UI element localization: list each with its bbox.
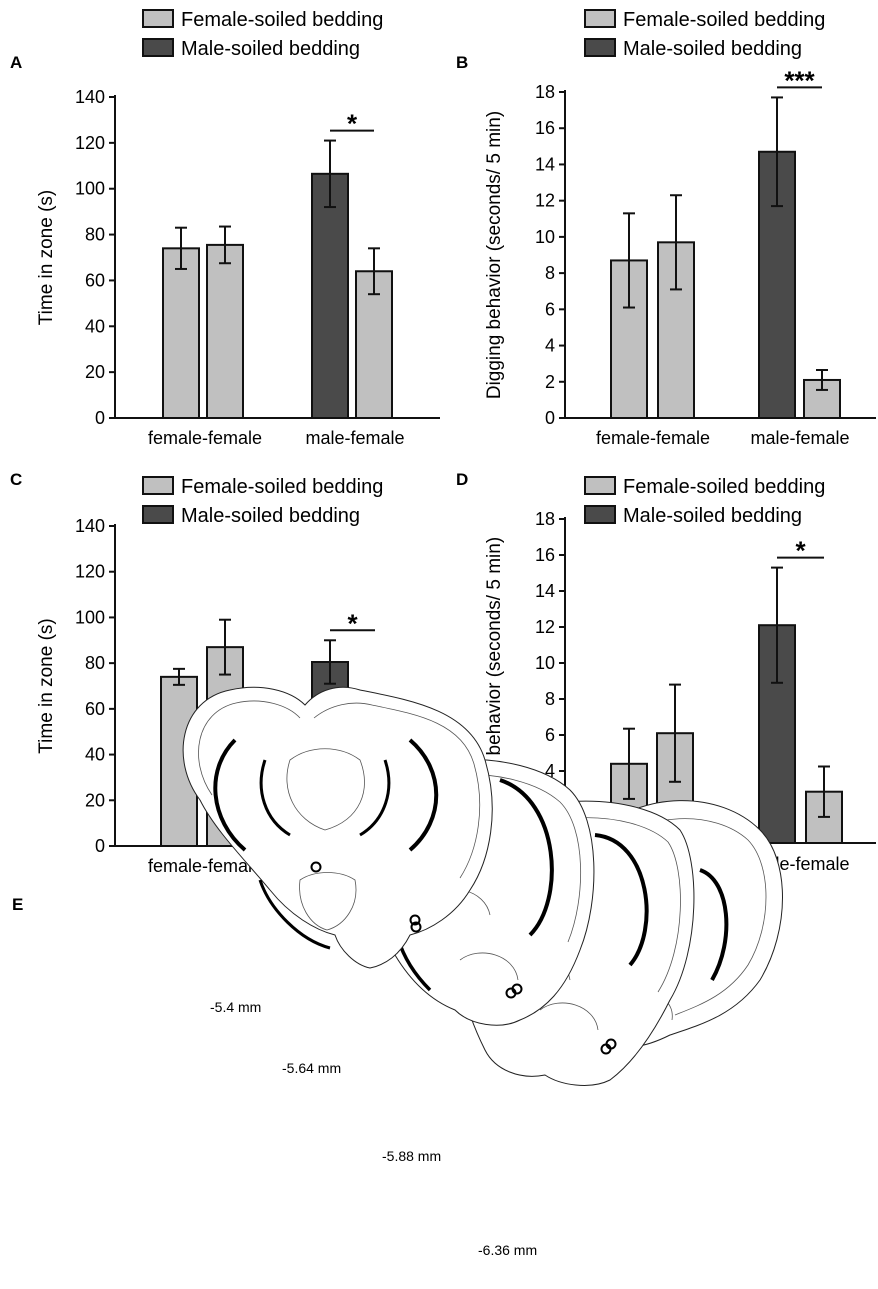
legend-label: Female-soiled bedding	[181, 9, 383, 31]
y-tick-label: 0	[95, 836, 105, 856]
bar	[610, 259, 648, 419]
x-category-label: female-female	[596, 428, 710, 448]
legend-swatch	[584, 38, 616, 57]
significance-marker: *	[347, 109, 358, 139]
y-tick-label: 12	[535, 191, 555, 211]
legend-label: Female-soiled bedding	[181, 476, 383, 498]
panel-letter-a: A	[10, 53, 22, 72]
y-tick-label: 18	[535, 509, 555, 529]
y-tick-label: 8	[545, 263, 555, 283]
y-axis-label: Digging behavior (seconds/ 5 min)	[484, 537, 505, 825]
significance-marker: ***	[784, 65, 815, 95]
y-axis-label: Digging behavior (seconds/ 5 min)	[484, 111, 505, 399]
legend-swatch	[142, 9, 174, 28]
y-tick-label: 10	[535, 653, 555, 673]
x-category-label: male-female	[305, 428, 404, 448]
y-tick-label: 120	[75, 562, 105, 582]
section-label-2: -5.64 mm	[282, 1060, 341, 1076]
legend-swatch	[584, 505, 616, 524]
y-tick-label: 14	[535, 581, 555, 601]
y-tick-label: 2	[545, 372, 555, 392]
legend-label: Male-soiled bedding	[623, 38, 802, 60]
legend-swatch	[584, 476, 616, 495]
y-tick-label: 20	[85, 362, 105, 382]
y-tick-label: 16	[535, 118, 555, 138]
panel-letter-e: E	[12, 895, 23, 914]
y-tick-label: 10	[535, 227, 555, 247]
y-axis-label: Time in zone (s)	[36, 618, 57, 754]
bar	[162, 247, 200, 419]
y-tick-label: 20	[85, 790, 105, 810]
legend-swatch	[142, 476, 174, 495]
y-tick-label: 140	[75, 516, 105, 536]
y-tick-label: 100	[75, 179, 105, 199]
y-tick-label: 40	[85, 745, 105, 765]
y-tick-label: 14	[535, 154, 555, 174]
chart-panel-a: A Female-soiled bedding Male-soiled beddin…	[10, 9, 440, 448]
legend-swatch	[142, 38, 174, 57]
section-label-3: -5.88 mm	[382, 1148, 441, 1164]
bar	[311, 172, 349, 419]
bar	[206, 243, 244, 419]
y-tick-label: 4	[545, 761, 555, 781]
panel-letter-d: D	[456, 470, 468, 489]
y-tick-label: 60	[85, 270, 105, 290]
y-tick-label: 16	[535, 545, 555, 565]
brain-section-panel: E	[12, 686, 783, 1258]
x-category-label: male-female	[750, 428, 849, 448]
panel-letter-c: C	[10, 470, 22, 489]
x-category-label: female-female	[148, 856, 262, 876]
legend-label: Male-soiled bedding	[181, 38, 360, 60]
y-tick-label: 80	[85, 225, 105, 245]
x-category-label: female-female	[148, 428, 262, 448]
y-tick-label: 4	[545, 336, 555, 356]
y-tick-label: 0	[95, 408, 105, 428]
legend-label: Female-soiled bedding	[623, 9, 825, 31]
y-tick-label: 140	[75, 87, 105, 107]
legend-swatch	[584, 9, 616, 28]
legend-swatch	[142, 505, 174, 524]
bar	[355, 270, 393, 419]
y-tick-label: 0	[545, 408, 555, 428]
y-tick-label: 8	[545, 689, 555, 709]
y-tick-label: 60	[85, 699, 105, 719]
y-tick-label: 120	[75, 133, 105, 153]
y-tick-label: 18	[535, 82, 555, 102]
section-label-1: -5.4 mm	[210, 999, 261, 1015]
y-tick-label: 6	[545, 725, 555, 745]
legend-label: Male-soiled bedding	[181, 505, 360, 527]
section-label-4: -6.36 mm	[478, 1242, 537, 1258]
panel-letter-b: B	[456, 53, 468, 72]
significance-marker: *	[347, 608, 358, 638]
y-tick-label: 40	[85, 316, 105, 336]
brain-section-1	[182, 686, 493, 969]
y-tick-label: 6	[545, 299, 555, 319]
legend-label: Male-soiled bedding	[623, 505, 802, 527]
y-tick-label: 80	[85, 653, 105, 673]
significance-marker: *	[795, 536, 806, 566]
legend-label: Female-soiled bedding	[623, 476, 825, 498]
chart-panel-b: B Female-soiled bedding Male-soiled beddin…	[456, 9, 876, 448]
y-tick-label: 12	[535, 617, 555, 637]
y-tick-label: 100	[75, 607, 105, 627]
y-axis-label: Time in zone (s)	[36, 190, 57, 326]
